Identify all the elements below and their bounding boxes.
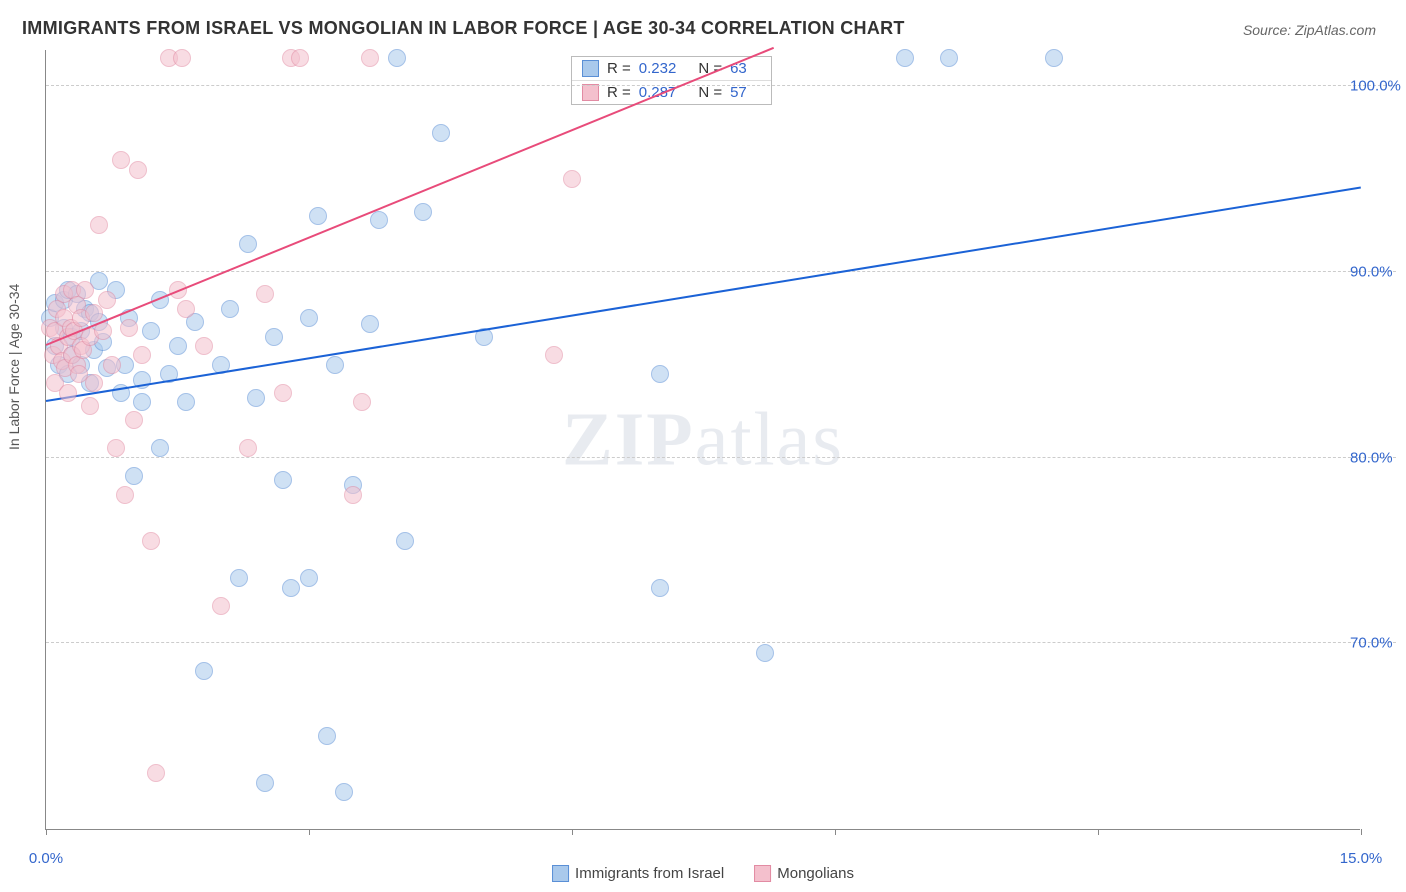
x-tick <box>309 829 310 835</box>
scatter-point-series1 <box>256 774 274 792</box>
scatter-point-series1 <box>361 315 379 333</box>
chart-title: IMMIGRANTS FROM ISRAEL VS MONGOLIAN IN L… <box>22 18 905 39</box>
legend-item-series2: Mongolians <box>754 865 854 882</box>
scatter-point-series2 <box>90 216 108 234</box>
scatter-point-series1 <box>282 579 300 597</box>
scatter-point-series2 <box>120 319 138 337</box>
grid-line-h <box>46 85 1396 86</box>
x-tick-label: 15.0% <box>1340 850 1383 867</box>
swatch-series1 <box>582 60 599 77</box>
x-tick-label: 0.0% <box>29 850 63 867</box>
scatter-point-series2 <box>142 532 160 550</box>
scatter-point-series1 <box>195 662 213 680</box>
x-tick <box>46 829 47 835</box>
scatter-point-series1 <box>651 579 669 597</box>
y-tick-label: 90.0% <box>1350 263 1406 280</box>
scatter-point-series2 <box>112 151 130 169</box>
scatter-point-series1 <box>414 203 432 221</box>
scatter-point-series1 <box>133 393 151 411</box>
y-axis-label: In Labor Force | Age 30-34 <box>6 284 22 450</box>
chart-source: Source: ZipAtlas.com <box>1243 22 1376 38</box>
scatter-point-series2 <box>256 285 274 303</box>
x-tick <box>1361 829 1362 835</box>
scatter-point-series1 <box>221 300 239 318</box>
y-tick-label: 70.0% <box>1350 635 1406 652</box>
scatter-point-series1 <box>300 309 318 327</box>
scatter-point-series2 <box>147 764 165 782</box>
legend-label-1: Immigrants from Israel <box>575 865 724 882</box>
scatter-point-series2 <box>98 291 116 309</box>
scatter-point-series1 <box>651 365 669 383</box>
scatter-point-series1 <box>940 49 958 67</box>
stats-r-value-1: 0.232 <box>639 60 677 77</box>
scatter-point-series1 <box>335 783 353 801</box>
scatter-point-series1 <box>177 393 195 411</box>
scatter-point-series2 <box>344 486 362 504</box>
scatter-point-series1 <box>1045 49 1063 67</box>
stats-n-value-2: 57 <box>730 84 747 101</box>
scatter-point-series1 <box>432 124 450 142</box>
stats-r-label: R = <box>607 84 631 101</box>
scatter-point-series2 <box>133 346 151 364</box>
scatter-point-series1 <box>125 467 143 485</box>
swatch-series2 <box>582 84 599 101</box>
scatter-point-series1 <box>896 49 914 67</box>
trend-line-series1 <box>46 186 1361 402</box>
scatter-point-series2 <box>103 356 121 374</box>
scatter-point-series2 <box>361 49 379 67</box>
stats-row-series2: R = 0.287 N = 57 <box>572 80 771 104</box>
stats-r-label: R = <box>607 60 631 77</box>
scatter-point-series2 <box>563 170 581 188</box>
scatter-point-series2 <box>212 597 230 615</box>
scatter-point-series1 <box>318 727 336 745</box>
scatter-point-series2 <box>274 384 292 402</box>
scatter-point-series1 <box>247 389 265 407</box>
legend-item-series1: Immigrants from Israel <box>552 865 724 882</box>
stats-n-label: N = <box>698 84 722 101</box>
scatter-point-series1 <box>396 532 414 550</box>
scatter-point-series2 <box>81 397 99 415</box>
scatter-point-series1 <box>169 337 187 355</box>
scatter-point-series2 <box>125 411 143 429</box>
scatter-point-series2 <box>129 161 147 179</box>
bottom-legend: Immigrants from Israel Mongolians <box>552 865 854 882</box>
x-tick <box>1098 829 1099 835</box>
grid-line-h <box>46 642 1396 643</box>
scatter-point-series1 <box>388 49 406 67</box>
plot-area: ZIPatlas R = 0.232 N = 63 R = 0.287 N = … <box>45 50 1360 830</box>
swatch-series2 <box>754 865 771 882</box>
scatter-point-series1 <box>274 471 292 489</box>
scatter-point-series1 <box>151 439 169 457</box>
scatter-point-series1 <box>230 569 248 587</box>
x-tick <box>572 829 573 835</box>
scatter-point-series2 <box>239 439 257 457</box>
scatter-point-series2 <box>291 49 309 67</box>
grid-line-h <box>46 271 1396 272</box>
scatter-point-series1 <box>300 569 318 587</box>
watermark: ZIPatlas <box>562 396 844 483</box>
y-tick-label: 80.0% <box>1350 449 1406 466</box>
scatter-point-series1 <box>756 644 774 662</box>
scatter-point-series2 <box>116 486 134 504</box>
scatter-point-series2 <box>195 337 213 355</box>
scatter-point-series2 <box>353 393 371 411</box>
scatter-point-series1 <box>326 356 344 374</box>
scatter-point-series1 <box>142 322 160 340</box>
scatter-point-series1 <box>239 235 257 253</box>
stats-legend-box: R = 0.232 N = 63 R = 0.287 N = 57 <box>571 56 772 105</box>
scatter-point-series1 <box>370 211 388 229</box>
scatter-point-series1 <box>309 207 327 225</box>
legend-label-2: Mongolians <box>777 865 854 882</box>
scatter-point-series2 <box>59 384 77 402</box>
scatter-point-series2 <box>173 49 191 67</box>
x-tick <box>835 829 836 835</box>
scatter-point-series2 <box>85 374 103 392</box>
scatter-point-series2 <box>107 439 125 457</box>
swatch-series1 <box>552 865 569 882</box>
scatter-point-series2 <box>545 346 563 364</box>
scatter-point-series2 <box>177 300 195 318</box>
y-tick-label: 100.0% <box>1350 78 1406 95</box>
scatter-point-series2 <box>76 281 94 299</box>
scatter-point-series1 <box>265 328 283 346</box>
